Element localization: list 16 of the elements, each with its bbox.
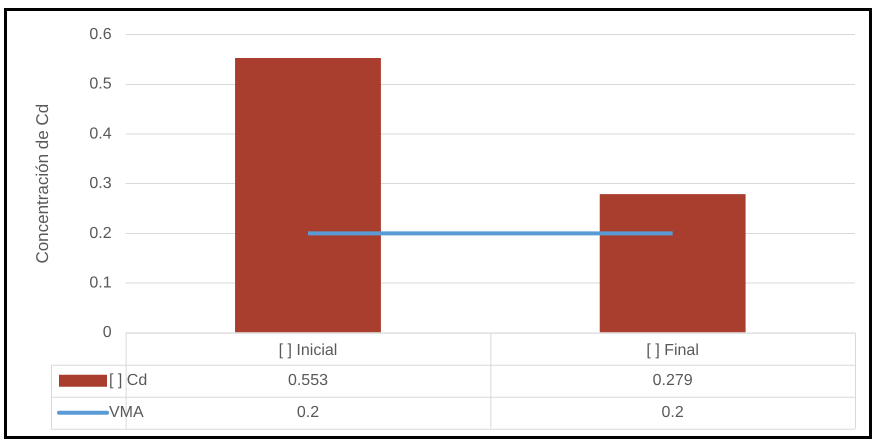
data-label: 0.553 <box>288 372 328 390</box>
data-label: 0.2 <box>662 404 684 422</box>
y-tick-label: 0 <box>102 324 112 342</box>
y-tick-label: 0.3 <box>89 175 112 192</box>
y-axis-title: Concentración de Cd <box>32 104 52 264</box>
y-tick-label: 0.2 <box>89 224 112 242</box>
x-tick-label: [ ] Final <box>646 342 699 359</box>
data-label: 0.2 <box>296 404 320 422</box>
y-tick-label: 0.6 <box>89 26 112 44</box>
legend-label: [ ] Cd <box>109 372 148 390</box>
data-label: 0.279 <box>652 372 693 390</box>
x-tick-label: [ ] Inicial <box>278 342 338 359</box>
y-tick-label: 0.5 <box>89 76 112 93</box>
y-tick-label: 0.4 <box>89 125 112 142</box>
y-tick-label: 0.1 <box>89 274 112 292</box>
legend-label: VMA <box>109 404 144 422</box>
